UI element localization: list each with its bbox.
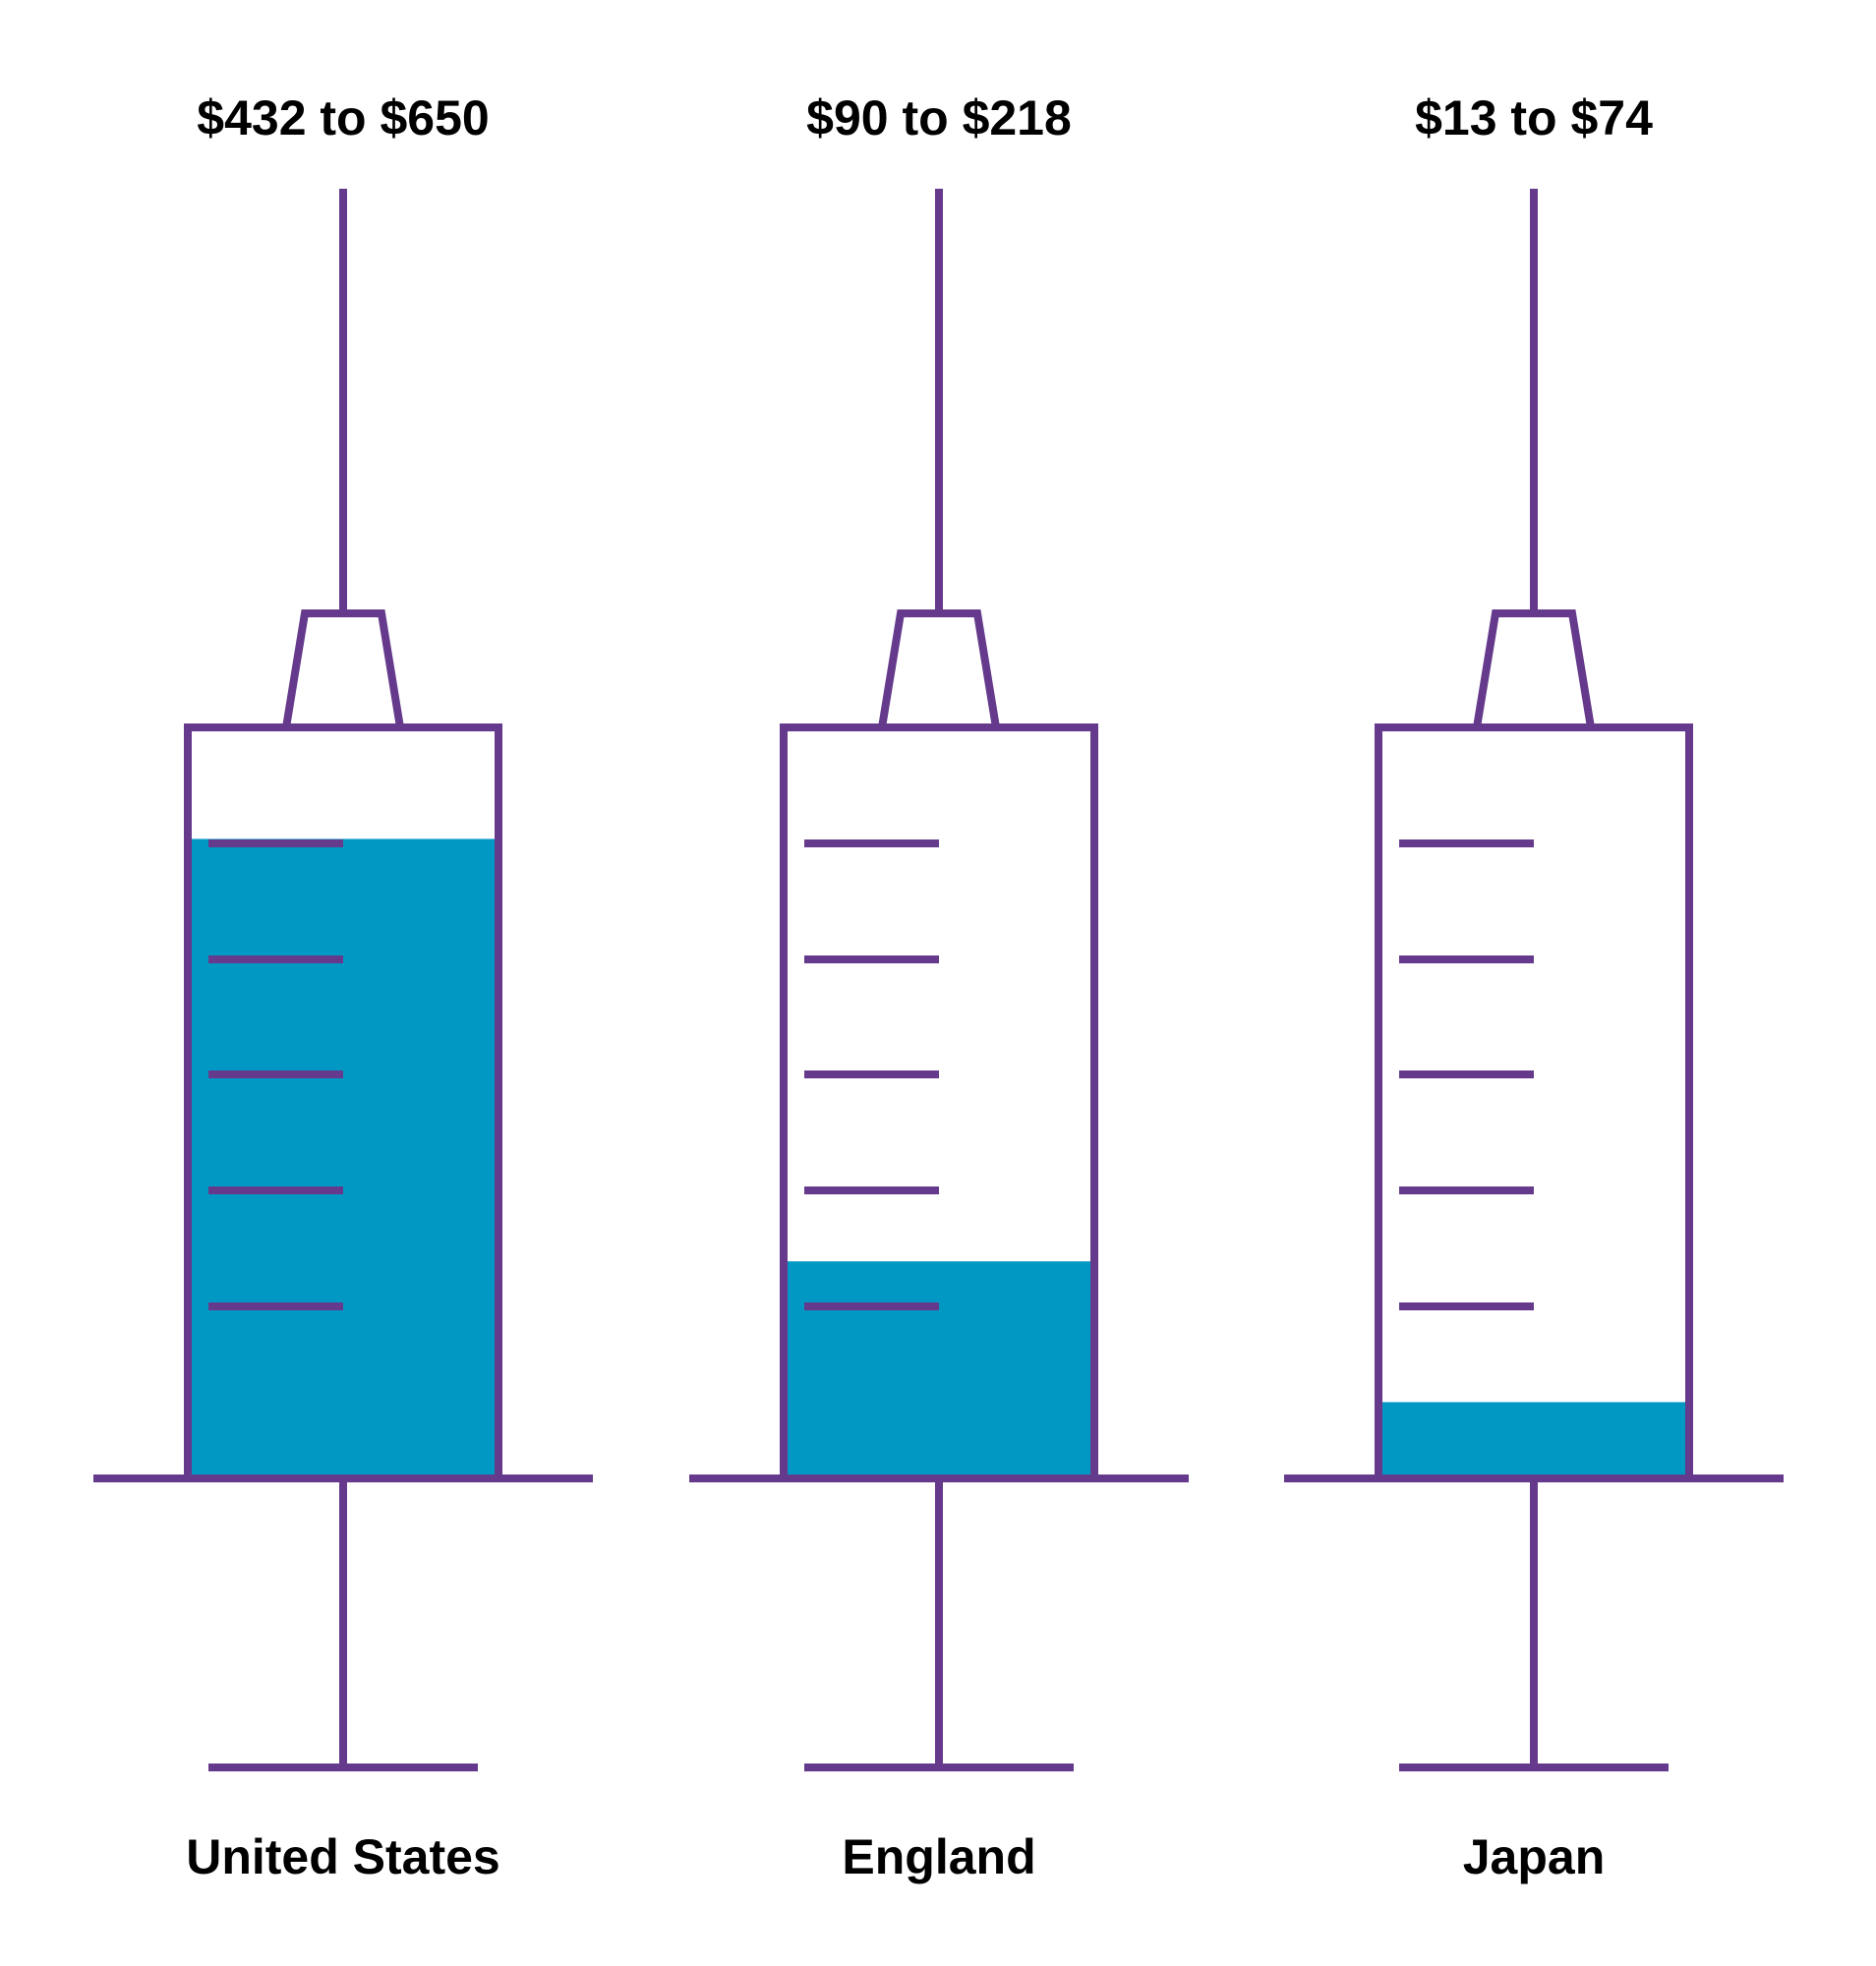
syringe-0: $432 to $650 United States: [93, 90, 593, 1884]
syringe-fill-bar: [192, 838, 495, 1474]
needle-hub: [877, 609, 1001, 731]
price-range-label: $90 to $218: [806, 90, 1072, 145]
syringe-fill-bar: [1382, 1402, 1685, 1474]
syringe-fill-bar: [788, 1261, 1090, 1474]
syringe-group: $432 to $650 United States $90 to $218 Engl…: [93, 90, 1784, 1884]
country-label: United States: [186, 1829, 500, 1884]
price-range-label: $13 to $74: [1415, 90, 1653, 145]
price-range-label: $432 to $650: [197, 90, 489, 145]
country-label: England: [842, 1829, 1035, 1884]
needle-hub: [281, 609, 405, 731]
country-label: Japan: [1463, 1829, 1606, 1884]
needle-hub: [1472, 609, 1596, 731]
syringe-2: $13 to $74 Japan: [1284, 90, 1784, 1884]
syringe-1: $90 to $218 England: [689, 90, 1189, 1884]
